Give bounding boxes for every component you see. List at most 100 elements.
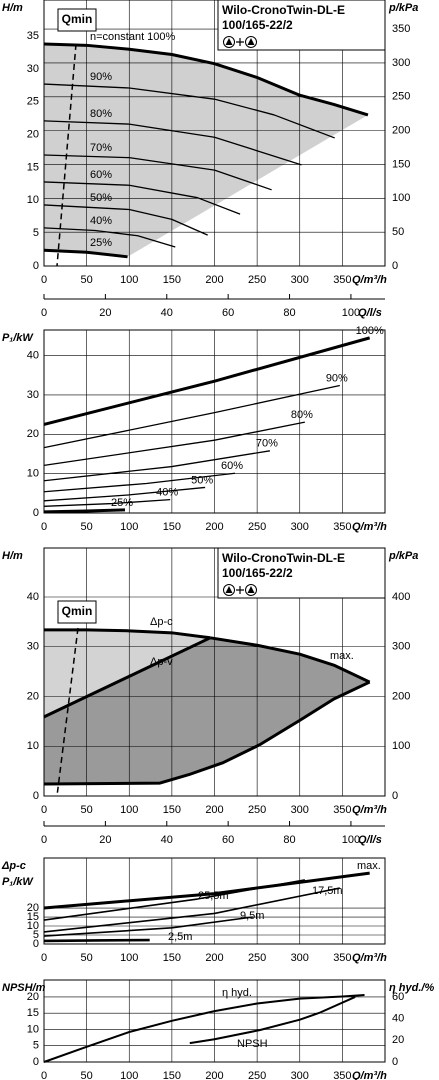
x-tick-label: 150 (163, 952, 181, 964)
operating-range (44, 637, 370, 785)
y-tick-label: 15 (27, 161, 39, 173)
qmin-line (56, 627, 79, 797)
curve (43, 83, 335, 139)
x2-tick-label: 100 (342, 834, 360, 846)
curve-label: 60% (90, 169, 112, 181)
x-tick-label: 200 (205, 521, 223, 533)
panel: 0 50 100 150 200 250 300 3500102030400100200300… (2, 547, 418, 846)
curve-label: n=constant 100% (90, 31, 176, 43)
curve-label: 2,5m (168, 931, 192, 943)
curve (43, 994, 365, 1063)
curve (43, 486, 206, 502)
pump-symbol (225, 38, 233, 45)
curve (43, 227, 176, 248)
y-tick-label: 10 (27, 468, 39, 480)
y-axis-title: P₁/kW (2, 332, 34, 344)
x-tick-label: 50 (81, 952, 93, 964)
curve-label: 25,5m (198, 890, 229, 902)
y-tick-label: 20 (27, 129, 39, 141)
y2-axis-title: p/kPa (388, 2, 418, 14)
pump-plus (236, 38, 244, 46)
x-tick-label: 350 (333, 952, 351, 964)
y2-tick-label: 200 (392, 690, 410, 702)
x2-tick-label: 20 (99, 307, 111, 319)
y-tick-label: 40 (27, 349, 39, 361)
y2-tick-label: 400 (392, 591, 410, 603)
x-tick-label: 0 (41, 521, 47, 533)
y2-tick-label: 300 (392, 57, 410, 69)
x-tick-label: 200 (205, 1070, 223, 1080)
y-tick-label: 25 (27, 96, 39, 108)
curve-label: max. (330, 650, 354, 662)
y-tick-label: 0 (33, 260, 39, 272)
qmin-box (57, 600, 97, 624)
curve-label: 40% (156, 487, 178, 499)
curve (43, 508, 126, 514)
x-axis-title: Q/m³/h (352, 1070, 387, 1080)
y-tick-label: 0 (33, 938, 39, 950)
x2-axis-title: Q/l/s (358, 834, 382, 846)
y-tick-label: 20 (27, 690, 39, 702)
frame (43, 0, 386, 267)
frame (43, 329, 386, 514)
y2-tick-label: 250 (392, 91, 410, 103)
x-tick-label: 350 (333, 521, 351, 533)
x-axis-title: Q/m³/h (352, 952, 387, 964)
curve (43, 680, 371, 786)
x2-tick-label: 20 (99, 834, 111, 846)
x-tick-label: 50 (81, 521, 93, 533)
y-axis-title: H/m (2, 550, 23, 562)
title: Wilo-CronoTwin-DL-E (222, 3, 345, 17)
y2-tick-label: 200 (392, 125, 410, 137)
pump-symbol (247, 38, 255, 45)
curve (43, 916, 253, 937)
y-tick-label: 30 (27, 389, 39, 401)
x-tick-label: 0 (41, 804, 47, 816)
curve (43, 248, 128, 259)
title-box (217, 0, 386, 51)
x-tick-label: 150 (163, 521, 181, 533)
y-tick-label: 10 (27, 1023, 39, 1035)
curve-label: 9,5m (240, 910, 264, 922)
curve-label: 80% (291, 409, 313, 421)
x-tick-label: 350 (333, 804, 351, 816)
y-axis-title: P₁/kW (2, 876, 34, 888)
curve-label: NPSH (237, 1038, 268, 1050)
x2-tick-label: 40 (161, 834, 173, 846)
curve-label: 70% (256, 438, 278, 450)
y-tick-label: 0 (33, 790, 39, 802)
x-tick-label: 100 (120, 1070, 138, 1080)
panel: 0 50 100 150 200 250 300 3500510152025303505010… (2, 0, 418, 319)
y-tick-label: 15 (27, 911, 39, 923)
y-tick-label: 5 (33, 227, 39, 239)
y-tick-label: 10 (27, 194, 39, 206)
y-tick-label: 0 (33, 507, 39, 519)
y2-tick-label: 20 (392, 1034, 404, 1046)
curve-label: 25% (111, 497, 133, 509)
curve-label: 50% (191, 474, 213, 486)
curve (43, 472, 236, 493)
x-axis-title: Q/m³/h (352, 521, 387, 533)
curve-label: 60% (221, 460, 243, 472)
y2-tick-label: 60 (392, 991, 404, 1003)
curve (43, 636, 211, 719)
curve (44, 628, 211, 640)
y-tick-label: 0 (33, 1056, 39, 1068)
y-tick-label: 40 (27, 591, 39, 603)
x-tick-label: 150 (163, 274, 181, 286)
y-axis-title: H/m (2, 2, 23, 14)
x-tick-label: 200 (205, 274, 223, 286)
curve-label: 80% (90, 108, 112, 120)
curve-label: 50% (90, 192, 112, 204)
x-tick-label: 50 (81, 1070, 93, 1080)
curve (43, 450, 271, 482)
x-tick-label: 0 (41, 1070, 47, 1080)
x-tick-label: 50 (81, 804, 93, 816)
curve-label: 17,5m (312, 885, 343, 897)
y2-tick-label: 300 (392, 641, 410, 653)
curve-label: η hyd. (222, 987, 252, 999)
curve (43, 336, 371, 426)
curve (43, 120, 302, 166)
curve (43, 887, 340, 933)
